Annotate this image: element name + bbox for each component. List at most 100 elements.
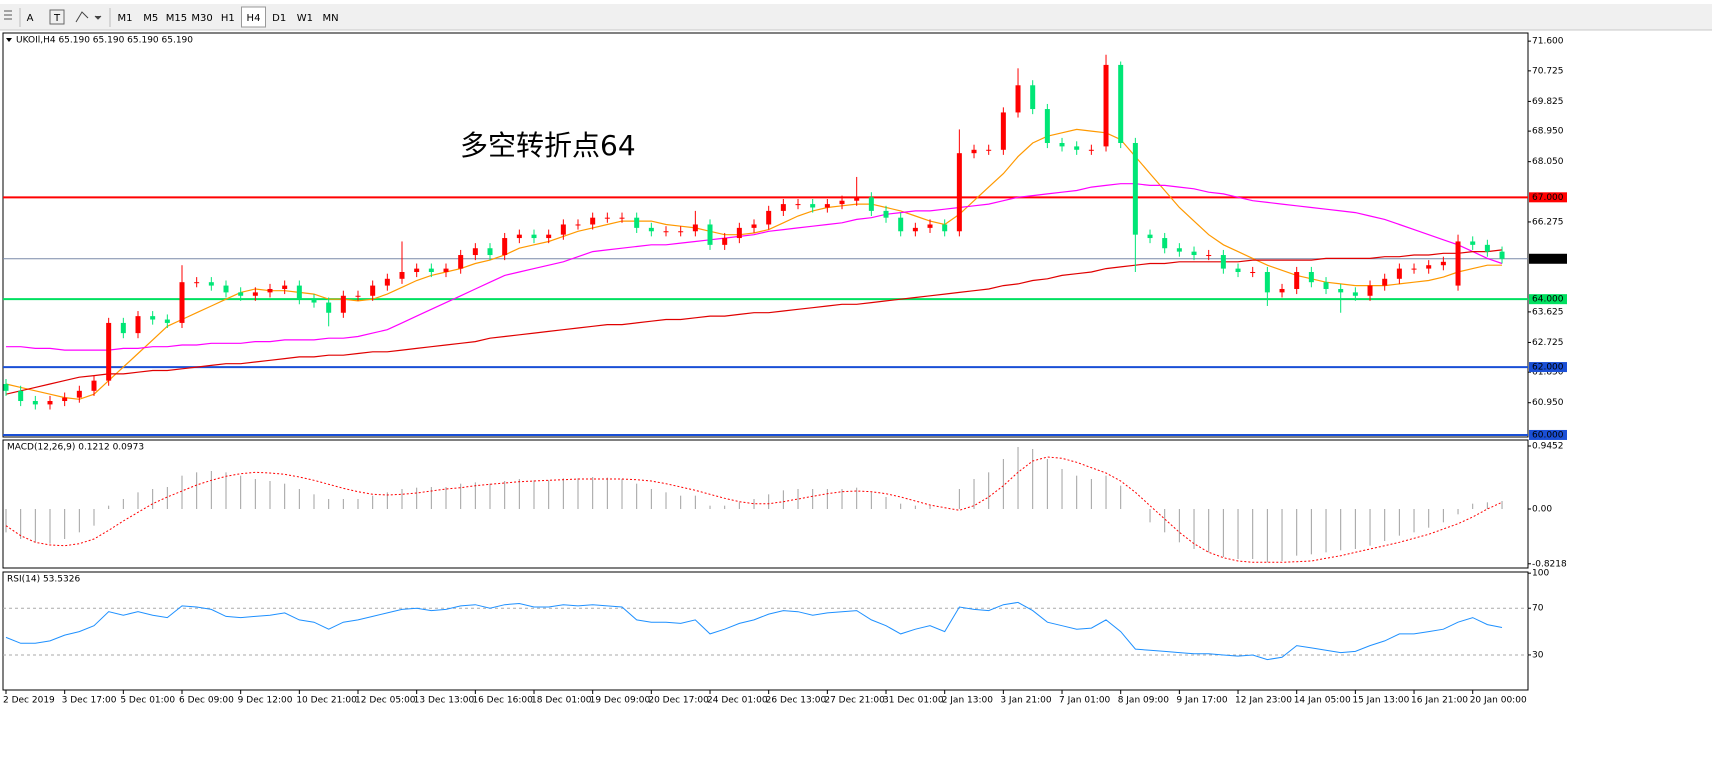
x-tick-label: 2 Dec 2019 — [3, 696, 55, 706]
candle-body — [648, 227, 654, 232]
candle-body — [164, 319, 170, 323]
x-tick-label: 13 Dec 13:00 — [414, 696, 475, 706]
candle-body — [370, 285, 376, 296]
macd-panel-frame — [2, 439, 1529, 569]
y-tick-label: 68.950 — [1532, 127, 1564, 137]
macd-title: MACD(12,26,9) 0.1212 0.0973 — [7, 443, 144, 453]
candle-body — [1044, 109, 1050, 143]
candle-body — [1235, 268, 1241, 273]
candle-body — [575, 224, 581, 226]
toolbar-bg — [0, 4, 1712, 30]
candle-body — [868, 197, 874, 211]
period-button[interactable]: M5 — [143, 13, 158, 24]
candle-body — [76, 390, 82, 398]
crosshair-icon — [4, 10, 12, 20]
candle-body — [458, 255, 464, 269]
candle-body — [1220, 255, 1226, 269]
candle-body — [663, 231, 669, 233]
symbol-arrow — [6, 38, 12, 42]
candle-body — [1338, 288, 1344, 293]
period-button[interactable]: D1 — [272, 13, 286, 24]
y-tick-label: 70.725 — [1532, 66, 1564, 76]
candle-body — [32, 401, 38, 405]
candle-body — [736, 227, 742, 239]
x-tick-label: 18 Dec 01:00 — [531, 696, 592, 706]
period-button[interactable]: M15 — [166, 13, 187, 24]
candle-body — [912, 227, 918, 232]
period-button[interactable]: H1 — [221, 13, 235, 24]
candle-body — [1074, 146, 1080, 150]
candle-body — [282, 285, 288, 289]
candle-body — [956, 153, 962, 232]
candle-body — [208, 282, 214, 286]
shapes-icon[interactable] — [75, 11, 102, 23]
macd-signal — [5, 456, 1503, 563]
candle-body — [311, 299, 317, 303]
candle-body — [179, 282, 185, 323]
candle-body — [47, 401, 53, 405]
x-tick-label: 24 Dec 01:00 — [707, 696, 768, 706]
candle-body — [472, 248, 478, 256]
candle-body — [678, 231, 684, 233]
candle-body — [267, 288, 273, 293]
candle-body — [766, 210, 772, 225]
candle-body — [1206, 255, 1212, 257]
candle-body — [590, 217, 596, 225]
x-tick-label: 8 Jan 09:00 — [1118, 696, 1170, 706]
period-button[interactable]: M30 — [191, 13, 212, 24]
text-tool-frame — [49, 9, 65, 25]
period-button[interactable]: MN — [323, 13, 339, 24]
candle-body — [854, 197, 860, 201]
candle-body — [1470, 241, 1476, 245]
x-tick-label: 12 Jan 23:00 — [1235, 696, 1292, 706]
candle-body — [707, 224, 713, 245]
x-tick-label: 27 Dec 21:00 — [824, 696, 885, 706]
candle-body — [1264, 272, 1270, 293]
candle-body — [810, 204, 816, 208]
candle-body — [502, 238, 508, 256]
candle-body — [839, 200, 845, 205]
candle-body — [1176, 248, 1182, 252]
x-tick-label: 7 Jan 01:00 — [1059, 696, 1111, 706]
x-tick-label: 15 Jan 13:00 — [1352, 696, 1409, 706]
x-tick-label: 14 Jan 05:00 — [1294, 696, 1351, 706]
candle-body — [546, 234, 552, 239]
moving-average — [6, 183, 1503, 351]
tool-button[interactable]: A — [27, 13, 34, 24]
tool-button[interactable]: T — [53, 13, 61, 24]
y-tick-label: 66.275 — [1532, 217, 1564, 227]
candle-body — [604, 217, 610, 219]
period-button[interactable]: H4 — [247, 13, 261, 24]
x-tick-label: 3 Dec 17:00 — [62, 696, 117, 706]
candle-body — [326, 302, 332, 313]
candle-body — [428, 268, 434, 273]
candle-body — [1411, 268, 1417, 270]
x-tick-label: 2 Jan 13:00 — [942, 696, 994, 706]
candle-body — [3, 384, 9, 391]
x-tick-label: 31 Dec 01:00 — [883, 696, 944, 706]
candle-body — [1294, 272, 1300, 289]
period-button[interactable]: M1 — [118, 13, 133, 24]
y-tick-label: 62.725 — [1532, 338, 1564, 348]
level-tag-label: 67.000 — [1532, 193, 1564, 203]
y-tick-label: 70 — [1532, 604, 1544, 614]
candle-body — [824, 204, 830, 208]
level-tag — [1529, 362, 1567, 373]
candle-body — [355, 295, 361, 297]
candle-body — [252, 292, 258, 296]
candle-body — [238, 292, 244, 296]
toolbar: A T M1 M5 M15 M30 H1 H4 D1 W1 MN — [0, 4, 1712, 31]
x-tick-label: 20 Dec 17:00 — [648, 696, 709, 706]
x-tick-label: 6 Dec 09:00 — [179, 696, 234, 706]
candle-body — [414, 268, 420, 273]
candle-body — [692, 224, 698, 232]
candle-body — [106, 322, 112, 381]
candle-body — [1279, 288, 1285, 293]
moving-average — [5, 249, 1503, 395]
y-tick-label: 71.600 — [1532, 37, 1564, 47]
period-button[interactable]: W1 — [297, 13, 313, 24]
y-tick-label: 30 — [1532, 650, 1544, 660]
x-tick-label: 12 Dec 05:00 — [355, 696, 416, 706]
candle-body — [384, 278, 390, 286]
